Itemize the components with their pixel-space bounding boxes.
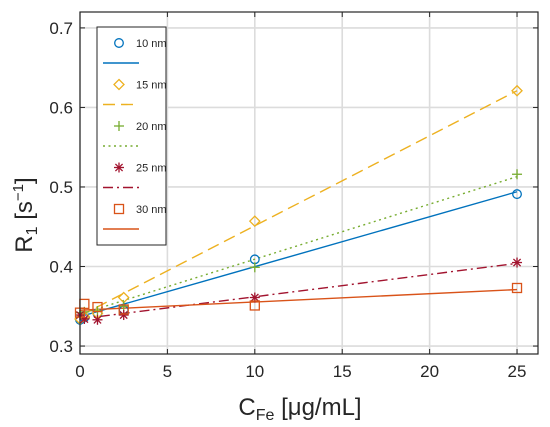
x-tick-label: 25 <box>508 362 527 381</box>
x-axis-title-main: C <box>238 394 255 421</box>
x-axis-title: CFe [μg/mL] <box>238 394 361 424</box>
y-tick-label: 0.6 <box>49 98 73 117</box>
data-point <box>249 262 260 273</box>
data-point <box>92 314 103 325</box>
fit-line-15-nm <box>79 90 518 317</box>
y-tick-label: 0.5 <box>49 178 73 197</box>
data-point <box>512 189 522 200</box>
data-point <box>512 257 523 268</box>
legend-marker <box>113 78 125 91</box>
legend-marker <box>114 121 124 131</box>
legend-label: 30 nm <box>136 204 167 216</box>
x-tick-label: 5 <box>163 362 172 381</box>
y-tick-label: 0.4 <box>49 258 73 277</box>
y-axis-title-unit-open: [s <box>11 201 38 226</box>
y-axis-title: R1 [s−1] <box>10 177 41 252</box>
y-tick-label: 0.3 <box>49 337 73 356</box>
data-point <box>511 282 523 294</box>
fit-line-10-nm <box>79 191 518 318</box>
y-axis-title-sup: −1 <box>10 184 27 201</box>
x-tick-label: 15 <box>333 362 352 381</box>
legend-label: 20 nm <box>136 121 167 133</box>
x-axis-title-sub: Fe <box>256 407 275 424</box>
data-point <box>118 304 129 315</box>
y-axis-title-unit-close: ] <box>11 177 38 184</box>
legend-marker <box>113 203 125 215</box>
fit-lines <box>79 90 518 320</box>
legend-label: 25 nm <box>136 163 167 175</box>
x-tick-label: 20 <box>420 362 439 381</box>
fit-line-30-nm <box>79 288 518 311</box>
data-point <box>512 169 523 180</box>
legend-label: 10 nm <box>136 38 167 50</box>
legend-label: 15 nm <box>136 80 167 92</box>
y-axis-title-sub: 1 <box>24 226 41 235</box>
x-tick-label: 10 <box>245 362 264 381</box>
legend: 10 nm 15 nm 20 nm 25 nm 30 nm <box>96 26 167 246</box>
x-tick-label: 0 <box>75 362 84 381</box>
x-tick-labels: 0 5 10 15 20 25 <box>75 362 526 381</box>
data-point <box>249 300 260 311</box>
legend-marker <box>114 162 124 173</box>
x-axis-title-unit: [μg/mL] <box>274 394 361 421</box>
data-point <box>118 310 129 321</box>
legend-marker <box>114 38 124 48</box>
y-tick-labels: 0.3 0.4 0.5 0.6 0.7 <box>49 19 73 356</box>
fit-line-25-nm <box>79 262 518 320</box>
data-point <box>118 301 129 312</box>
y-tick-label: 0.7 <box>49 19 73 38</box>
data-point <box>92 301 103 313</box>
plot-frame <box>79 11 539 355</box>
data-point <box>511 84 523 97</box>
y-axis-title-main: R <box>11 235 38 252</box>
tick-marks <box>79 12 538 354</box>
data-point <box>248 215 261 228</box>
